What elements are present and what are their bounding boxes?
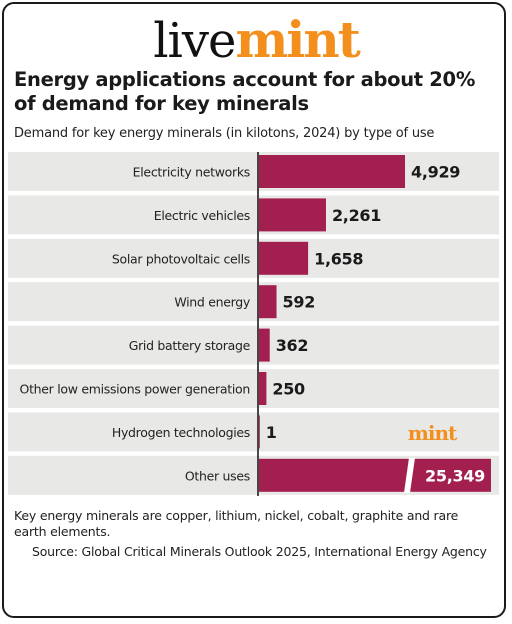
value-label: 250 (272, 380, 305, 399)
row-background (8, 369, 499, 408)
row-background (8, 325, 499, 365)
logo-mint-text: mint (235, 10, 360, 69)
footnote: Key energy minerals are copper, lithium,… (14, 508, 459, 539)
row-background (8, 412, 499, 452)
row-background (8, 238, 499, 278)
bar (259, 155, 405, 188)
category-label: Other low emissions power generation (20, 382, 250, 397)
bar-chart: Electricity networks 4,929 Electric vehicl… (8, 152, 499, 496)
row-background (8, 152, 499, 191)
logo-live-text: live (153, 13, 236, 69)
category-label: Electric vehicles (154, 208, 250, 223)
bar (259, 372, 267, 405)
bar (259, 328, 270, 362)
axis-break-mark (404, 457, 415, 493)
value-label: 25,349 (425, 466, 485, 485)
bar (259, 458, 491, 492)
category-label: Grid battery storage (129, 338, 251, 353)
category-label: Wind energy (174, 295, 251, 310)
value-label: 362 (276, 336, 309, 355)
chart-title: Energy applications account for about 20… (14, 68, 476, 115)
bar (259, 241, 309, 275)
category-label: Other uses (185, 468, 250, 483)
value-label: 4,929 (411, 163, 460, 182)
row-background (8, 195, 499, 235)
livemint-logo: livemint (0, 10, 512, 69)
source-note: Source: Global Critical Minerals Outlook… (32, 544, 487, 559)
row-background (8, 282, 499, 322)
bar-chart-svg: Electricity networks 4,929 Electric vehicl… (8, 152, 499, 496)
bar (259, 198, 326, 232)
category-label: Hydrogen technologies (112, 425, 250, 440)
value-label: 592 (283, 293, 316, 312)
mint-watermark: mint (408, 421, 458, 445)
value-label: 1,658 (314, 249, 363, 268)
value-label: 1 (266, 423, 277, 442)
bar (259, 415, 260, 449)
bar (259, 285, 277, 319)
category-label: Electricity networks (133, 165, 250, 180)
category-label: Solar photovoltaic cells (112, 251, 250, 266)
value-label: 2,261 (332, 206, 381, 225)
chart-subtitle: Demand for key energy minerals (in kilot… (14, 126, 435, 141)
